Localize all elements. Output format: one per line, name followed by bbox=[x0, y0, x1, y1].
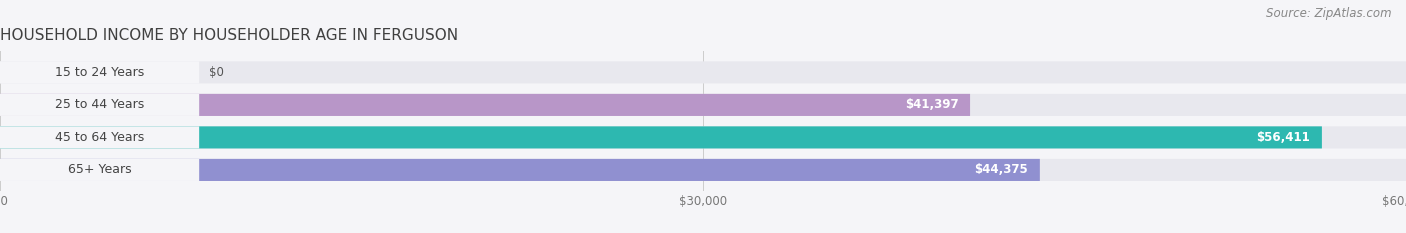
Text: Source: ZipAtlas.com: Source: ZipAtlas.com bbox=[1267, 7, 1392, 20]
FancyBboxPatch shape bbox=[0, 159, 1406, 181]
FancyBboxPatch shape bbox=[0, 61, 1406, 83]
FancyBboxPatch shape bbox=[0, 94, 200, 116]
FancyBboxPatch shape bbox=[0, 94, 1406, 116]
FancyBboxPatch shape bbox=[0, 126, 1322, 148]
FancyBboxPatch shape bbox=[0, 94, 970, 116]
Text: 45 to 64 Years: 45 to 64 Years bbox=[55, 131, 145, 144]
Text: 25 to 44 Years: 25 to 44 Years bbox=[55, 98, 145, 111]
FancyBboxPatch shape bbox=[0, 126, 200, 148]
FancyBboxPatch shape bbox=[0, 159, 1040, 181]
Text: $44,375: $44,375 bbox=[974, 163, 1028, 176]
Text: 65+ Years: 65+ Years bbox=[67, 163, 131, 176]
FancyBboxPatch shape bbox=[0, 61, 200, 83]
Text: $0: $0 bbox=[208, 66, 224, 79]
Text: 15 to 24 Years: 15 to 24 Years bbox=[55, 66, 145, 79]
Text: $56,411: $56,411 bbox=[1257, 131, 1310, 144]
FancyBboxPatch shape bbox=[0, 126, 1406, 148]
Text: $41,397: $41,397 bbox=[904, 98, 959, 111]
FancyBboxPatch shape bbox=[0, 159, 200, 181]
Text: HOUSEHOLD INCOME BY HOUSEHOLDER AGE IN FERGUSON: HOUSEHOLD INCOME BY HOUSEHOLDER AGE IN F… bbox=[0, 28, 458, 43]
